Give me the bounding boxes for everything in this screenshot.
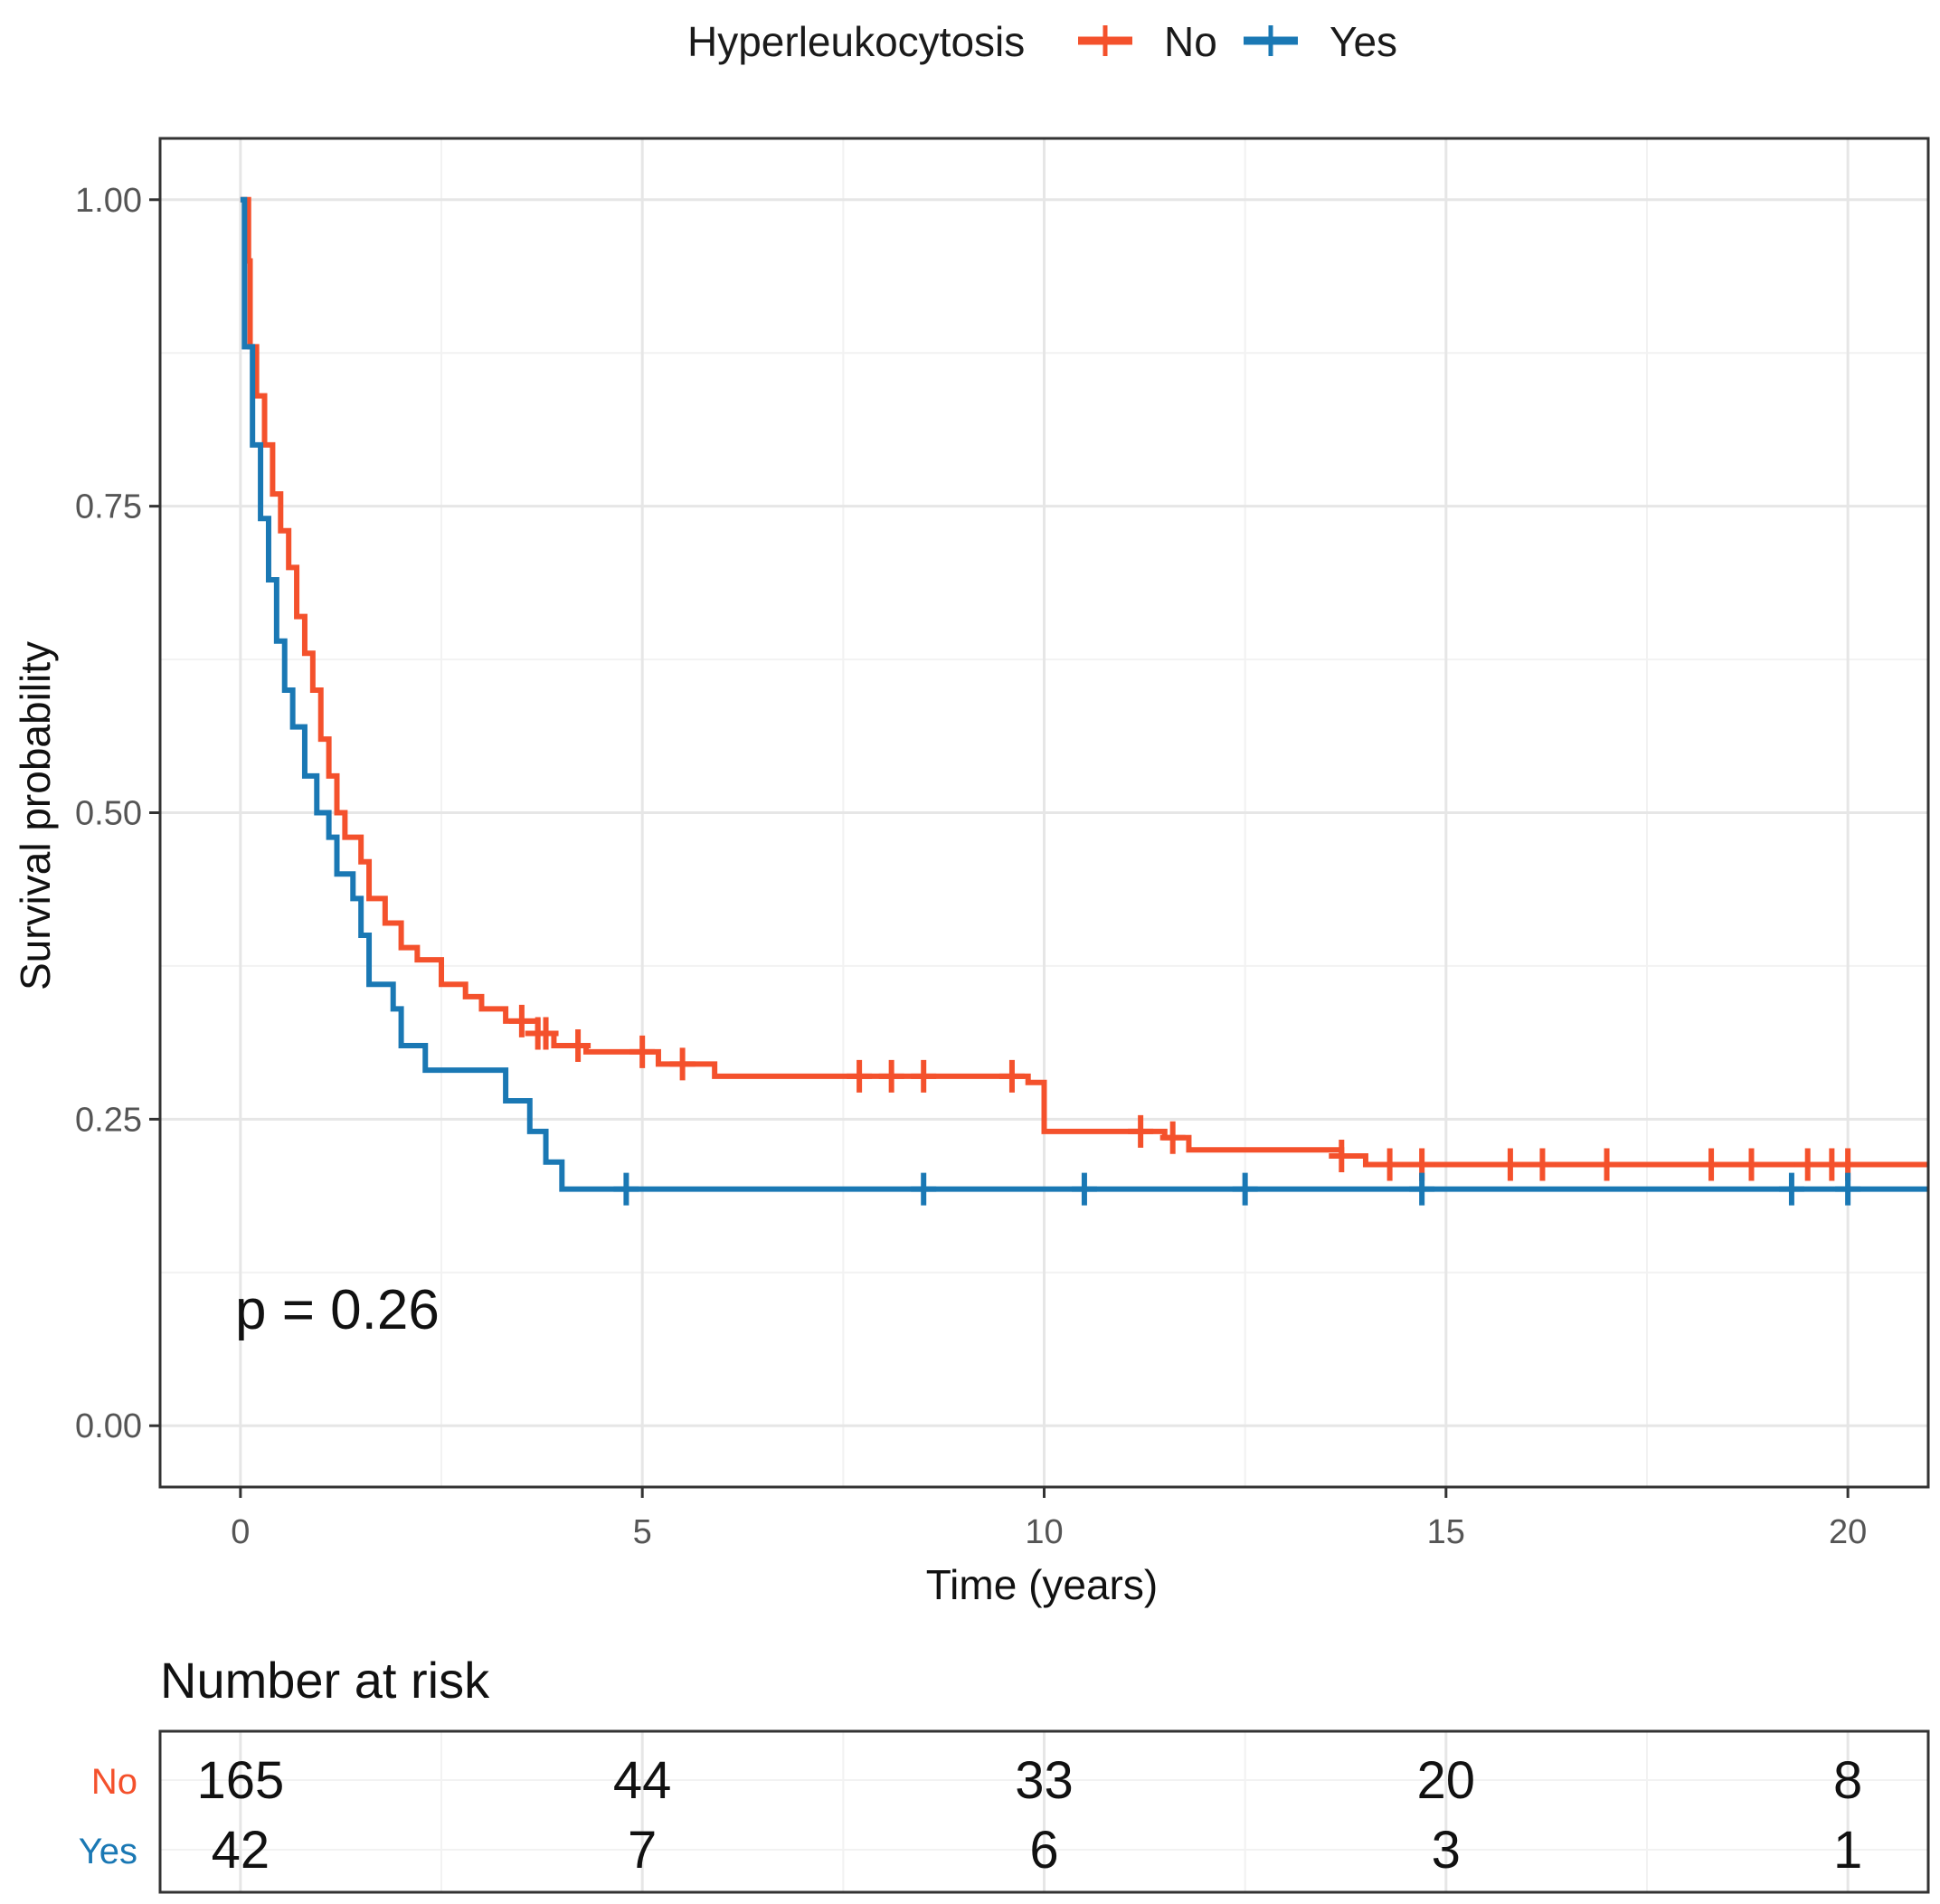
survival-curves [240, 196, 1928, 1206]
x-tick-label: 0 [231, 1513, 250, 1551]
y-tick-label: 0.75 [75, 488, 142, 526]
risk-value: 8 [1833, 1751, 1862, 1810]
censor-mark-yes [613, 1172, 639, 1206]
censor-mark-no [1128, 1114, 1154, 1148]
risk-table-grid [160, 1731, 1928, 1892]
legend: Hyperleukocytosis No Yes [687, 18, 1397, 65]
censor-mark-no [1377, 1148, 1403, 1181]
y-tick-label: 1.00 [75, 182, 142, 220]
legend-label-yes: Yes [1330, 18, 1397, 65]
x-axis-title: Time (years) [926, 1561, 1158, 1608]
censor-mark-yes [1835, 1172, 1861, 1206]
p-value-annotation: p = 0.26 [235, 1279, 440, 1341]
censor-mark-no [669, 1047, 696, 1081]
censor-mark-yes [1409, 1172, 1435, 1206]
censor-mark-no [629, 1035, 656, 1068]
risk-value: 44 [613, 1751, 672, 1810]
survival-curve-no [240, 196, 1928, 1168]
x-tick-label: 15 [1427, 1513, 1465, 1551]
censor-mark-no [1529, 1148, 1556, 1181]
y-axis-ticks: 0.00 0.25 0.50 0.75 1.00 [75, 182, 160, 1445]
censor-mark-no [1738, 1148, 1765, 1181]
censor-mark-no [847, 1059, 873, 1093]
risk-value: 20 [1417, 1751, 1476, 1810]
y-tick-label: 0.50 [75, 795, 142, 833]
x-axis-ticks: 0 5 10 15 20 [231, 1487, 1867, 1551]
legend-entry-yes: Yes [1244, 18, 1397, 65]
risk-value: 7 [628, 1821, 657, 1880]
survival-curve-yes [240, 196, 1928, 1192]
censor-mark-no [508, 1004, 535, 1037]
censor-mark-no [911, 1059, 937, 1093]
censor-mark-no [878, 1059, 904, 1093]
risk-table-cells: No 165 44 33 20 8 Yes 42 7 6 3 1 [79, 1751, 1863, 1880]
censor-mark-no [1699, 1148, 1725, 1181]
risk-value: 33 [1015, 1751, 1074, 1810]
risk-value: 165 [196, 1751, 284, 1810]
censor-mark-no [1794, 1148, 1821, 1181]
risk-value: 3 [1432, 1821, 1461, 1880]
plot-panel: 0.00 0.25 0.50 0.75 1.00 0 5 10 15 20 p = 0.26 [75, 137, 1930, 1551]
x-tick-label: 5 [633, 1513, 652, 1551]
censor-mark-no [565, 1029, 591, 1063]
risk-group-label-yes: Yes [79, 1832, 137, 1871]
censor-mark-yes [1778, 1172, 1804, 1206]
censor-mark-no [1159, 1121, 1186, 1154]
censor-mark-no [1497, 1148, 1523, 1181]
x-tick-label: 10 [1025, 1513, 1063, 1551]
risk-table: Number at risk No 165 44 33 20 8 Yes 42 7 6 3 1 [79, 1652, 1930, 1894]
censor-mark-no [1594, 1148, 1620, 1181]
risk-value: 42 [212, 1821, 270, 1880]
legend-entry-no: No [1078, 18, 1217, 65]
censor-mark-yes [1071, 1172, 1097, 1206]
y-tick-label: 0.25 [75, 1101, 142, 1139]
legend-title: Hyperleukocytosis [687, 18, 1025, 65]
legend-label-no: No [1164, 18, 1217, 65]
risk-table-border [158, 1729, 1930, 1894]
risk-value: 6 [1029, 1821, 1058, 1880]
risk-table-title: Number at risk [160, 1652, 490, 1709]
risk-group-label-no: No [91, 1762, 137, 1802]
y-tick-label: 0.00 [75, 1407, 142, 1445]
risk-value: 1 [1833, 1821, 1862, 1880]
censor-mark-yes [1232, 1172, 1258, 1206]
censor-mark-yes [911, 1172, 937, 1206]
censor-mark-no [533, 1017, 559, 1050]
y-axis-title: Survival probability [12, 641, 59, 990]
censor-mark-no [1329, 1140, 1355, 1173]
censor-mark-no [998, 1059, 1025, 1093]
x-tick-label: 20 [1829, 1513, 1867, 1551]
